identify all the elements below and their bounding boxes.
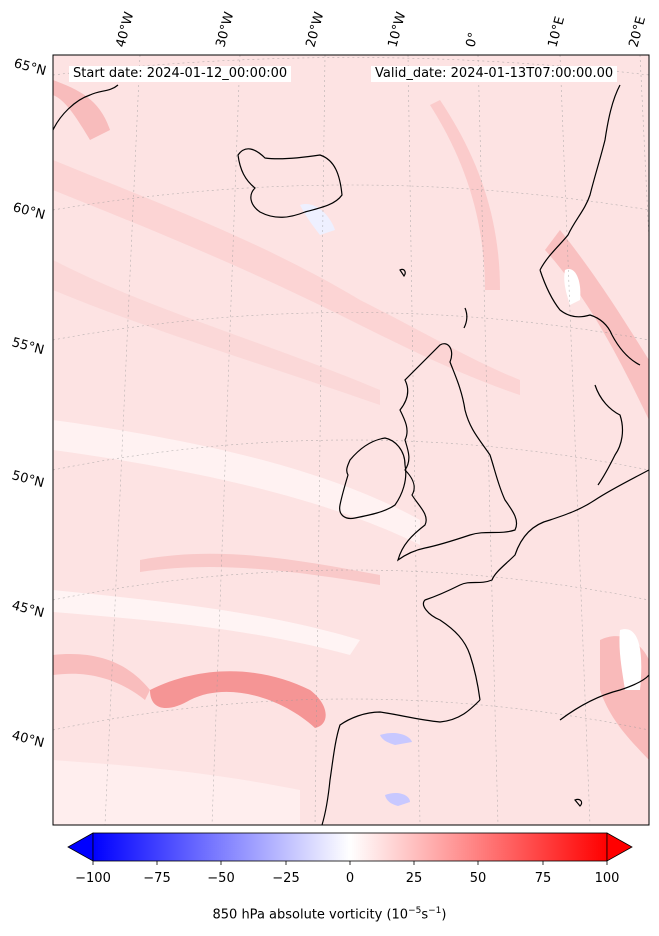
colorbar-label-end: )	[441, 907, 447, 923]
start-date-label: Start date: 2024-01-12_00:00:00	[69, 66, 292, 82]
iceland-coast	[237, 148, 343, 218]
mediterranean-coast	[559, 674, 649, 721]
coastlines	[53, 84, 649, 825]
great-britain-coast	[396, 343, 518, 562]
colorbar-label: 850 hPa absolute vorticity (10−5s−1)	[0, 906, 659, 922]
colorbar-label-unit: s	[421, 907, 429, 923]
colorbar	[67, 832, 633, 865]
colorbar-tick-label: −50	[207, 871, 235, 886]
shetland-coast	[463, 307, 468, 329]
balearic-coast	[574, 798, 583, 807]
colorbar-extend-max	[606, 832, 633, 862]
map-frame	[52, 54, 650, 826]
colorbar-tick-label: 25	[405, 871, 423, 886]
colorbar-bar	[92, 832, 608, 862]
france-coast	[422, 469, 649, 701]
ireland-coast	[339, 437, 407, 520]
colorbar-tick-label: −75	[143, 871, 171, 886]
norway-coast	[539, 84, 621, 336]
colorbar-label-exp1: −5	[408, 906, 422, 916]
vorticity-field	[53, 55, 649, 825]
colorbar-tick-label: 50	[469, 871, 487, 886]
colorbar-label-exp2: −1	[428, 906, 442, 916]
colorbar-tick-label: 100	[594, 871, 620, 886]
faroe-coast	[399, 268, 406, 278]
denmark-coast	[594, 334, 641, 486]
colorbar-extend-min	[67, 832, 94, 862]
graticule-lines	[53, 55, 649, 825]
colorbar-tick-label: 0	[345, 871, 355, 886]
colorbar-ticks	[92, 861, 608, 865]
greenland-coast	[53, 84, 119, 131]
iberia-coast	[321, 699, 481, 825]
colorbar-tick-label: −100	[75, 871, 111, 886]
colorbar-tick-label: 75	[534, 871, 552, 886]
valid-date-label: Valid_date: 2024-01-13T07:00:00.00	[371, 66, 618, 82]
colorbar-label-main: 850 hPa absolute vorticity (10	[212, 907, 409, 923]
colorbar-tick-label: −25	[272, 871, 300, 886]
